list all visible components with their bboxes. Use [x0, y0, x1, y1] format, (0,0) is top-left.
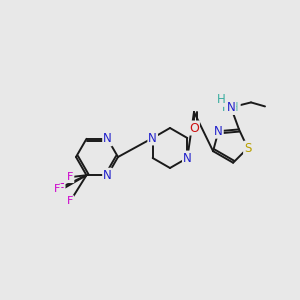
Text: S: S	[244, 142, 251, 154]
Text: F: F	[67, 172, 74, 182]
Text: H: H	[217, 93, 225, 106]
Text: F: F	[54, 184, 60, 194]
Text: O: O	[189, 122, 199, 134]
Text: NH: NH	[222, 101, 240, 114]
Text: F: F	[58, 182, 64, 195]
Text: N: N	[103, 132, 112, 145]
Text: N: N	[148, 131, 157, 145]
Text: N: N	[214, 125, 223, 138]
Text: N: N	[226, 101, 236, 114]
Text: N: N	[183, 152, 192, 164]
Text: F: F	[67, 196, 74, 206]
Text: N: N	[103, 169, 112, 182]
